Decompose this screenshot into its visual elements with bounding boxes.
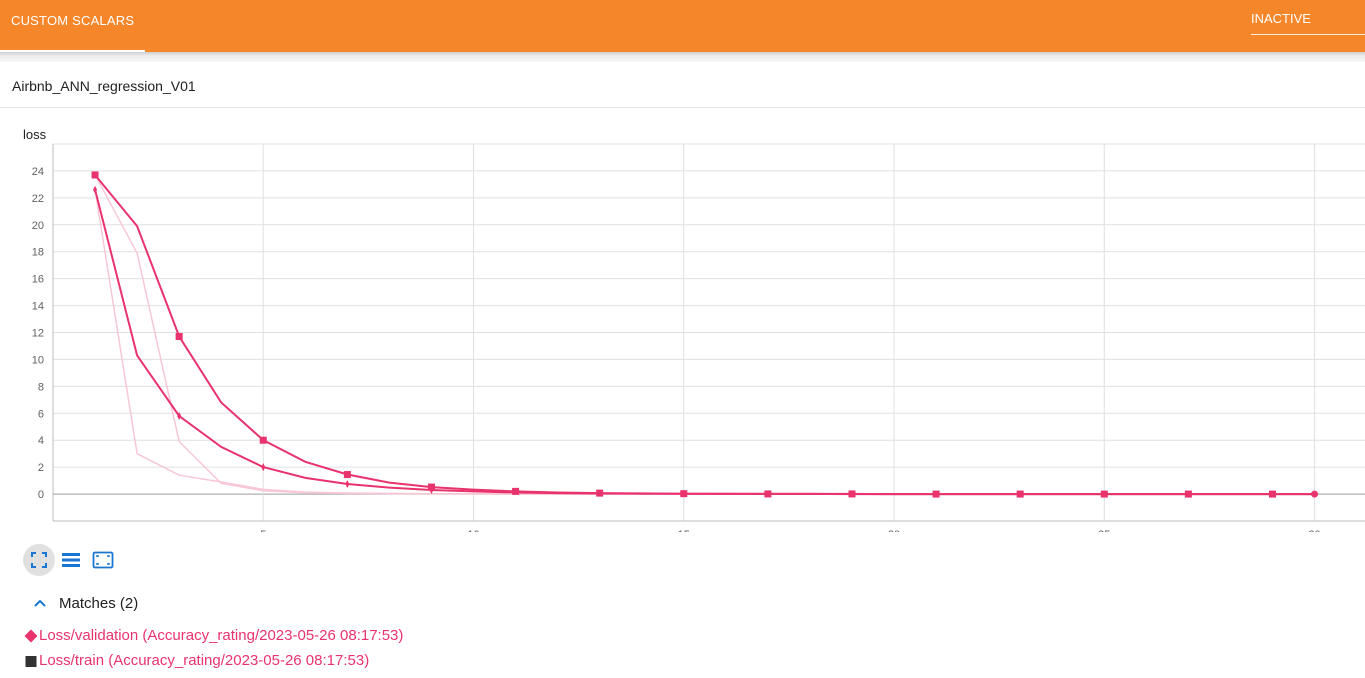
tab-custom-scalars-label: CUSTOM SCALARS (11, 13, 135, 28)
x-tick-label: 15 (678, 529, 690, 532)
fit-domain-button[interactable] (87, 544, 119, 576)
train-point-marker (764, 490, 772, 498)
train-point-marker (932, 490, 940, 498)
train-point-marker (1016, 490, 1024, 498)
fullscreen-icon (31, 552, 47, 568)
card-divider (0, 107, 1365, 108)
x-tick-label: 25 (1098, 529, 1110, 532)
train-point-marker (680, 490, 688, 498)
y-tick-label: 20 (32, 220, 44, 232)
status-dropdown[interactable]: INACTIVE (1251, 0, 1365, 35)
validation-point-marker (177, 411, 182, 420)
active-tab-indicator (0, 50, 145, 52)
square-marker-icon (25, 655, 37, 667)
last-point-marker (1311, 490, 1319, 498)
list-icon (62, 553, 80, 567)
status-label: INACTIVE (1251, 11, 1311, 26)
y-tick-label: 8 (38, 381, 44, 393)
x-tick-label: 5 (260, 529, 266, 532)
chart-title: loss (23, 127, 47, 142)
matches-label: Matches (2) (59, 594, 139, 612)
train-point-marker (1100, 490, 1108, 498)
y-tick-label: 12 (32, 328, 44, 340)
series-raw-line-1 (94, 174, 1315, 495)
legend-label-train: Loss/train (Accuracy_rating/2023-05-26 0… (39, 652, 370, 669)
y-tick-label: 14 (32, 301, 44, 313)
matches-toggle[interactable]: Matches (2) (30, 593, 138, 613)
train-point-marker (427, 483, 435, 491)
y-tick-label: 22 (32, 193, 44, 205)
train-point-marker (259, 436, 267, 444)
train-point-marker (91, 171, 99, 179)
y-tick-label: 4 (38, 435, 44, 447)
tab-custom-scalars[interactable]: CUSTOM SCALARS (0, 0, 145, 52)
run-title: Airbnb_ANN_regression_V01 (12, 78, 196, 94)
y-tick-label: 16 (32, 274, 44, 286)
legend-label-validation: Loss/validation (Accuracy_rating/2023-05… (39, 627, 404, 644)
train-point-marker (175, 333, 183, 341)
y-tick-label: 2 (38, 462, 44, 474)
chevron-up-icon (34, 599, 46, 607)
y-tick-label: 18 (32, 247, 44, 259)
top-bar: CUSTOM SCALARS INACTIVE (0, 0, 1365, 52)
y-tick-label: 6 (38, 408, 44, 420)
x-tick-label: 30 (1308, 529, 1320, 532)
fullscreen-button[interactable] (23, 544, 55, 576)
legend-item-validation[interactable]: Loss/validation (Accuracy_rating/2023-05… (24, 627, 403, 644)
toggle-log-scale-button[interactable] (55, 544, 87, 576)
train-point-marker (343, 471, 351, 479)
header-shadow (0, 52, 1365, 62)
validation-point-marker (93, 185, 98, 194)
train-point-marker (848, 490, 856, 498)
validation-point-marker (261, 463, 266, 472)
legend-item-train[interactable]: Loss/train (Accuracy_rating/2023-05-26 0… (24, 652, 369, 669)
x-tick-label: 10 (467, 529, 479, 532)
y-tick-label: 24 (32, 166, 44, 178)
chart-card: Airbnb_ANN_regression_V01 loss 0 2 4 6 8 10 12… (0, 62, 1365, 678)
y-tick-label: 0 (38, 489, 44, 501)
train-point-marker (596, 489, 604, 497)
y-tick-label: 10 (32, 354, 44, 366)
train-point-marker (1184, 490, 1192, 498)
fit-domain-icon (92, 551, 114, 569)
train-point-marker (1268, 490, 1276, 498)
validation-point-marker (345, 479, 350, 488)
x-tick-label: 20 (888, 529, 900, 532)
series-smoothed-line-1[interactable] (94, 174, 1315, 496)
train-point-marker (512, 487, 520, 495)
line-chart[interactable]: 02468101214161820222451015202530 (0, 62, 1365, 532)
diamond-marker-icon (24, 629, 38, 642)
